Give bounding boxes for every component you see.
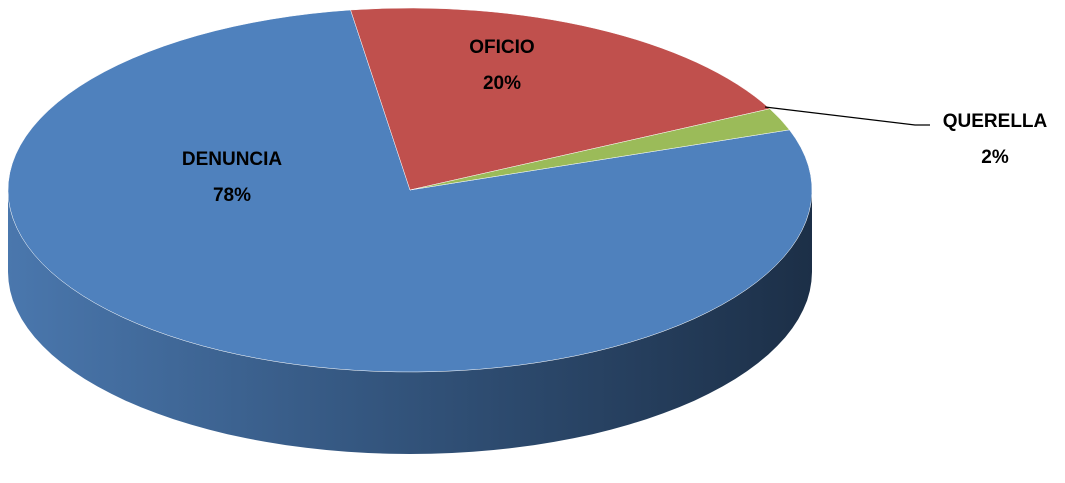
pie-slice [7, 9, 813, 373]
value-label: 2% [981, 147, 1009, 168]
pie-slice [409, 108, 790, 191]
value-label: 20% [483, 73, 521, 94]
category-label: DENUNCIA [182, 149, 283, 170]
pie-slice [350, 7, 771, 191]
category-label: OFICIO [469, 37, 534, 58]
pie-sides [8, 190, 812, 454]
category-label: QUERELLA [943, 111, 1048, 132]
data-labels: DENUNCIA 78% OFICIO 20% QUERELLA 2% [182, 37, 1048, 206]
pie-tops [7, 7, 813, 373]
leader-line [764, 106, 930, 126]
pie-side [8, 190, 812, 454]
value-label: 78% [213, 185, 251, 206]
